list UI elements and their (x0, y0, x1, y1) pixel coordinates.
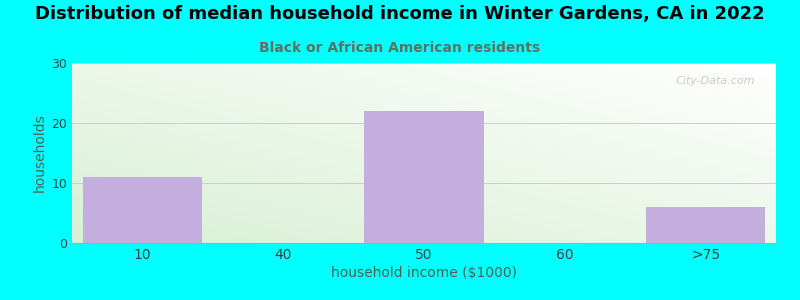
Bar (646, 207, 766, 243)
Bar (82, 177, 202, 243)
Y-axis label: households: households (33, 114, 47, 192)
Text: Distribution of median household income in Winter Gardens, CA in 2022: Distribution of median household income … (35, 4, 765, 22)
Text: Black or African American residents: Black or African American residents (259, 40, 541, 55)
Text: City-Data.com: City-Data.com (675, 76, 755, 85)
Bar (364, 111, 484, 243)
X-axis label: household income ($1000): household income ($1000) (331, 266, 517, 280)
